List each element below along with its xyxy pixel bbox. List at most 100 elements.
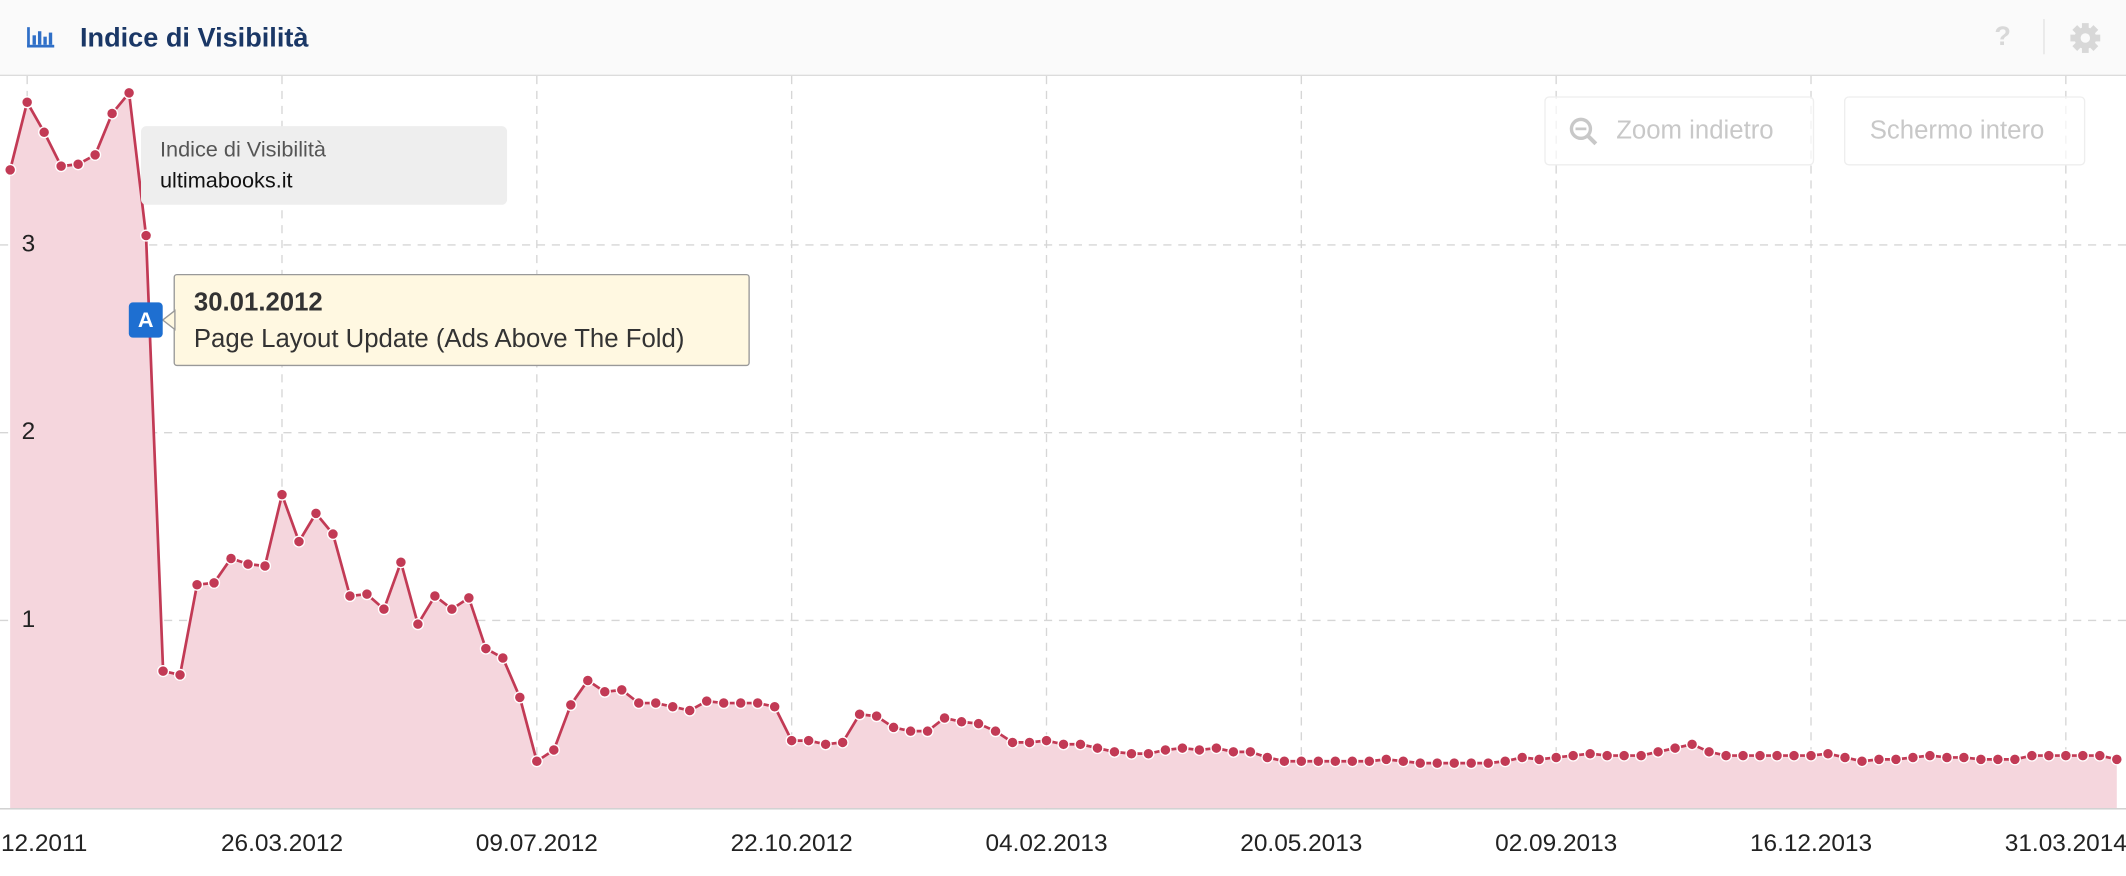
data-point — [938, 711, 951, 725]
data-point — [1227, 745, 1240, 758]
annotation-flag[interactable] — [128, 302, 163, 338]
data-point — [1618, 749, 1631, 762]
data-point — [1499, 755, 1512, 768]
data-point — [1906, 751, 1920, 764]
data-point — [1210, 741, 1223, 755]
data-point — [1940, 751, 1954, 764]
data-point — [343, 589, 357, 603]
axes: 1 2 3 12.12.2011 26.03.2012 09.07.2012 22.10.2… — [0, 230, 2126, 857]
help-button[interactable]: ? — [1994, 20, 2011, 51]
data-point — [2110, 753, 2123, 766]
data-point — [38, 126, 51, 139]
x-tick-label: 02.09.2013 — [1495, 830, 1617, 857]
data-point — [1584, 747, 1597, 760]
data-point — [377, 603, 391, 616]
y-tick-label: 1 — [22, 606, 36, 633]
data-point — [989, 725, 1002, 738]
data-point — [1465, 756, 1478, 770]
data-point — [768, 700, 781, 713]
data-point — [1159, 743, 1172, 757]
x-tick-label: 16.12.2013 — [1750, 830, 1872, 857]
data-point — [462, 591, 475, 604]
data-point — [2042, 749, 2055, 762]
button-label: Zoom indietro — [1616, 116, 1773, 144]
data-point — [870, 710, 883, 723]
data-point — [1516, 751, 1529, 764]
data-point — [802, 734, 815, 747]
x-tick-label: 12.12.2011 — [0, 830, 87, 857]
data-point — [1278, 755, 1291, 768]
data-point — [1889, 753, 1903, 766]
data-point — [1652, 745, 1665, 758]
header-bar — [0, 0, 2126, 75]
data-point — [360, 588, 374, 601]
zoom-out-button[interactable]: Zoom indietro — [1544, 96, 1815, 166]
plot-area — [0, 75, 2126, 810]
data-point — [547, 743, 560, 757]
data-point — [1838, 751, 1852, 764]
data-point — [55, 159, 68, 173]
x-tick-label: 31.03.2014 — [2005, 830, 2126, 857]
data-point — [479, 642, 492, 655]
data-point — [904, 725, 917, 738]
data-point — [853, 708, 866, 721]
data-point — [530, 755, 543, 768]
data-point — [2059, 749, 2072, 762]
data-point — [1601, 749, 1614, 762]
data-point — [836, 736, 849, 749]
data-point — [615, 683, 628, 696]
data-point — [1685, 738, 1699, 751]
series-area — [10, 92, 2117, 809]
data-point — [2025, 749, 2038, 762]
data-point — [207, 576, 221, 589]
data-point — [292, 535, 306, 548]
data-point — [1295, 755, 1308, 768]
data-point — [1346, 755, 1359, 768]
chart-icon — [27, 27, 55, 48]
data-point — [1244, 745, 1257, 758]
data-point — [513, 691, 526, 704]
annotation-text: Page Layout Update (Ads Above The Fold) — [194, 325, 685, 353]
data-point — [1855, 755, 1869, 768]
data-point — [1057, 738, 1070, 751]
x-tick-label: 09.07.2012 — [476, 830, 598, 857]
data-point — [1448, 756, 1461, 770]
y-tick-label: 2 — [22, 418, 36, 445]
header-title: Indice di Visibilità — [80, 22, 309, 53]
data-point — [1872, 753, 1886, 766]
data-point — [1125, 747, 1138, 760]
legend-entry: ultimabooks.it — [160, 167, 293, 192]
data-point — [1533, 753, 1546, 766]
x-tick-label: 26.03.2012 — [221, 830, 343, 857]
data-point — [1974, 753, 1987, 766]
fullscreen-button[interactable]: Schermo intero — [1843, 96, 2086, 166]
data-point — [717, 696, 730, 710]
data-point — [1736, 749, 1750, 762]
data-point — [106, 107, 119, 120]
data-point — [89, 148, 102, 161]
data-point — [4, 163, 17, 176]
data-point — [173, 668, 187, 681]
zoom-icon-handle — [1586, 134, 1598, 146]
data-point — [1991, 753, 2004, 766]
data-point — [1719, 749, 1733, 762]
settings-button[interactable] — [2070, 23, 2101, 53]
data-point — [496, 651, 509, 665]
annotation: A 30.01.2012 Page Layout Update (Ads Abo… — [128, 273, 750, 367]
legend-background — [141, 126, 508, 205]
data-point — [1787, 749, 1801, 762]
data-point — [632, 696, 645, 710]
data-point — [445, 603, 458, 616]
data-point — [887, 721, 900, 734]
data-point — [1482, 756, 1495, 770]
data-point — [1821, 747, 1835, 760]
data-point — [1567, 749, 1580, 762]
data-point — [241, 557, 255, 571]
data-point — [1431, 756, 1444, 770]
data-point — [1414, 756, 1427, 770]
data-point — [819, 738, 832, 751]
data-point — [1023, 736, 1036, 749]
data-point — [1668, 741, 1682, 755]
data-point — [921, 725, 934, 738]
